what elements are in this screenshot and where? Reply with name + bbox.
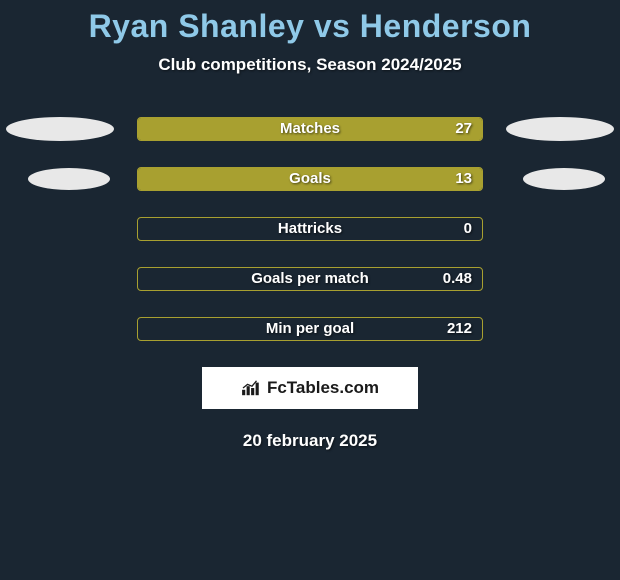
player-left-marker [28,168,110,190]
stat-bar: Hattricks0 [137,217,483,241]
stat-value: 27 [455,118,472,140]
source-logo-text: FcTables.com [267,378,379,398]
source-logo-box[interactable]: FcTables.com [202,367,418,409]
stat-row: Matches27 [0,117,620,141]
stat-label: Goals [138,168,482,190]
stat-value: 0.48 [443,268,472,290]
stat-bar: Goals13 [137,167,483,191]
stat-label: Goals per match [138,268,482,290]
bars-container: Matches27 Goals13 Hattricks0 Goals per matc… [0,117,620,341]
page-subtitle: Club competitions, Season 2024/2025 [0,55,620,75]
stat-bar: Goals per match0.48 [137,267,483,291]
stat-label: Matches [138,118,482,140]
stat-bar: Matches27 [137,117,483,141]
barchart-icon [241,379,263,397]
stats-comparison-panel: Ryan Shanley vs Henderson Club competiti… [0,0,620,451]
stat-label: Hattricks [138,218,482,240]
stat-label: Min per goal [138,318,482,340]
stat-row: Min per goal212 [0,317,620,341]
stat-row: Goals13 [0,167,620,191]
stat-bar: Min per goal212 [137,317,483,341]
stat-value: 212 [447,318,472,340]
page-title: Ryan Shanley vs Henderson [0,8,620,45]
date-label: 20 february 2025 [0,431,620,451]
player-left-marker [6,117,114,141]
player-right-marker [506,117,614,141]
stat-row: Hattricks0 [0,217,620,241]
stat-value: 0 [464,218,472,240]
stat-row: Goals per match0.48 [0,267,620,291]
player-right-marker [523,168,605,190]
stat-value: 13 [455,168,472,190]
